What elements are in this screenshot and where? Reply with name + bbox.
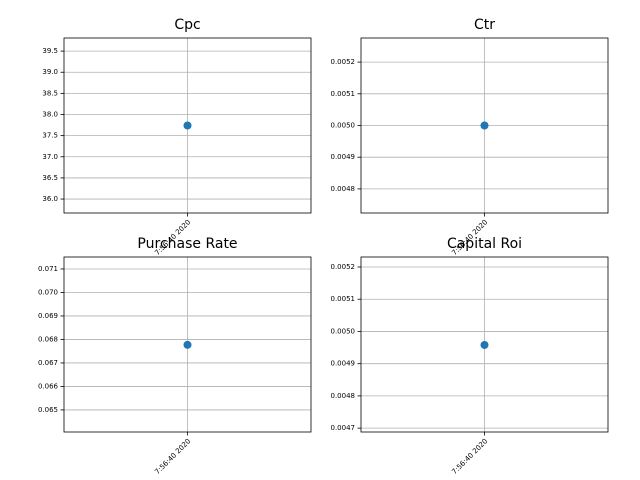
y-tick-label: 36.0 — [42, 195, 58, 203]
y-tick-label: 0.067 — [38, 359, 58, 367]
y-tick-label: 37.5 — [42, 132, 58, 140]
subplot-title: Purchase Rate — [137, 236, 237, 252]
x-tick-label: 7:56:40 2020 — [450, 437, 489, 476]
subplot: 0.065 0.066 0.067 0.068 0.069 0.070 0.071 7:56:… — [38, 236, 312, 476]
axes-frame — [360, 37, 609, 214]
y-tick-label: 0.071 — [38, 265, 58, 273]
y-tick-label: 0.0051 — [331, 295, 356, 303]
y-tick-label: 38.5 — [42, 89, 58, 97]
axes-frame — [63, 256, 312, 433]
y-tick-label: 0.0047 — [331, 424, 356, 432]
y-tick-label: 0.0048 — [331, 392, 356, 400]
y-tick-label: 0.0049 — [331, 360, 356, 368]
y-tick-label: 38.0 — [42, 111, 58, 119]
y-tick-label: 0.0049 — [331, 153, 356, 161]
axes-frame — [63, 37, 312, 214]
y-tick-label: 0.065 — [38, 406, 58, 414]
axes-frame — [360, 256, 609, 433]
data-point — [480, 340, 489, 349]
subplot-title: Ctr — [474, 17, 495, 33]
y-tick-label: 0.0051 — [331, 90, 356, 98]
y-tick-label: 0.0052 — [331, 263, 356, 271]
y-tick-label: 39.0 — [42, 68, 58, 76]
y-tick-label: 0.0052 — [331, 58, 356, 66]
y-tick-label: 0.0050 — [331, 122, 356, 130]
subplot-title: Capital Roi — [447, 236, 522, 252]
y-tick-label: 0.0048 — [331, 185, 356, 193]
y-tick-label: 37.0 — [42, 153, 58, 161]
y-tick-label: 39.5 — [42, 47, 58, 55]
y-tick-label: 0.0050 — [331, 327, 356, 335]
data-point — [480, 121, 489, 130]
y-tick-label: 0.068 — [38, 335, 58, 343]
x-tick-label: 7:56:40 2020 — [153, 437, 192, 476]
y-tick-label: 0.070 — [38, 288, 58, 296]
data-point — [183, 340, 192, 349]
subplot: 0.0047 0.0048 0.0049 0.0050 0.0051 0.0052 7:56… — [331, 236, 609, 476]
subplot: 36.036.537.037.538.038.539.039.57:56:40 … — [42, 17, 312, 257]
y-tick-label: 36.5 — [42, 174, 58, 182]
data-point — [183, 121, 192, 130]
y-tick-label: 0.069 — [38, 312, 58, 320]
y-tick-label: 0.066 — [38, 382, 59, 390]
subplot-title: Cpc — [174, 17, 200, 33]
